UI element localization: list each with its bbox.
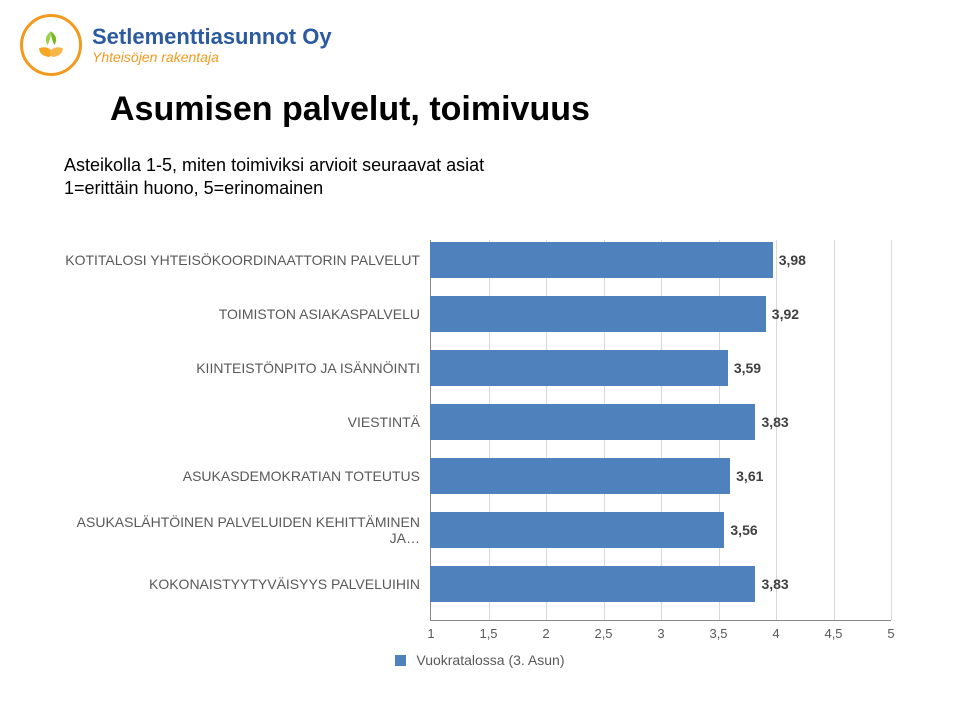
bar: 3,83 [430, 566, 755, 602]
bar-chart: 1 1,5 2 2,5 3 3,5 4 4,5 5 KOTITALOSI YHTEISÖKOOR… [60, 220, 900, 680]
bar-value-label: 3,92 [772, 296, 799, 332]
x-tick-label: 3 [657, 626, 664, 641]
x-tick-label: 1,5 [479, 626, 497, 641]
bar-value-label: 3,98 [779, 242, 806, 278]
x-tick-label: 5 [887, 626, 894, 641]
category-label: KOTITALOSI YHTEISÖKOORDINAATTORIN PALVEL… [60, 240, 430, 280]
logo-mark [20, 14, 82, 76]
bar-value-label: 3,83 [761, 566, 788, 602]
bar-row: 3,56 [430, 510, 890, 550]
bar-value-label: 3,56 [730, 512, 757, 548]
x-tick-label: 3,5 [709, 626, 727, 641]
category-label: TOIMISTON ASIAKASPALVELU [60, 294, 430, 334]
bar: 3,59 [430, 350, 728, 386]
subtitle-line-2: 1=erittäin huono, 5=erinomainen [64, 178, 323, 199]
category-label: KIINTEISTÖNPITO JA ISÄNNÖINTI [60, 348, 430, 388]
category-label: ASUKASDEMOKRATIAN TOTEUTUS [60, 456, 430, 496]
x-tick-label: 1 [427, 626, 434, 641]
bar: 3,56 [430, 512, 724, 548]
category-label: VIESTINTÄ [60, 402, 430, 442]
chart-legend: Vuokratalossa (3. Asun) [60, 652, 900, 668]
hands-leaf-icon [34, 28, 68, 62]
subtitle-line-1: Asteikolla 1-5, miten toimiviksi arvioit… [64, 155, 484, 176]
bar-row: 3,83 [430, 564, 890, 604]
bar: 3,98 [430, 242, 773, 278]
brand-tagline: Yhteisöjen rakentaja [92, 50, 332, 65]
bar-row: 3,59 [430, 348, 890, 388]
brand-name: Setlementtiasunnot Oy [92, 25, 332, 48]
legend-swatch [395, 655, 406, 666]
gridline [891, 240, 892, 620]
brand-text: Setlementtiasunnot Oy Yhteisöjen rakenta… [92, 25, 332, 65]
brand-logo: Setlementtiasunnot Oy Yhteisöjen rakenta… [20, 14, 332, 76]
bar-value-label: 3,83 [761, 404, 788, 440]
x-tick-label: 2 [542, 626, 549, 641]
bar-value-label: 3,59 [734, 350, 761, 386]
category-label: KOKONAISTYYTYVÄISYYS PALVELUIHIN [60, 564, 430, 604]
category-label: ASUKASLÄHTÖINEN PALVELUIDEN KEHITTÄMINEN… [60, 510, 430, 550]
bar-row: 3,83 [430, 402, 890, 442]
bar: 3,61 [430, 458, 730, 494]
bar-row: 3,92 [430, 294, 890, 334]
x-tick-label: 4,5 [824, 626, 842, 641]
x-tick-label: 4 [772, 626, 779, 641]
bar: 3,83 [430, 404, 755, 440]
x-tick-label: 2,5 [594, 626, 612, 641]
bar: 3,92 [430, 296, 766, 332]
bar-row: 3,98 [430, 240, 890, 280]
bar-value-label: 3,61 [736, 458, 763, 494]
page-title: Asumisen palvelut, toimivuus [110, 90, 590, 129]
legend-label: Vuokratalossa (3. Asun) [416, 652, 564, 668]
bar-row: 3,61 [430, 456, 890, 496]
